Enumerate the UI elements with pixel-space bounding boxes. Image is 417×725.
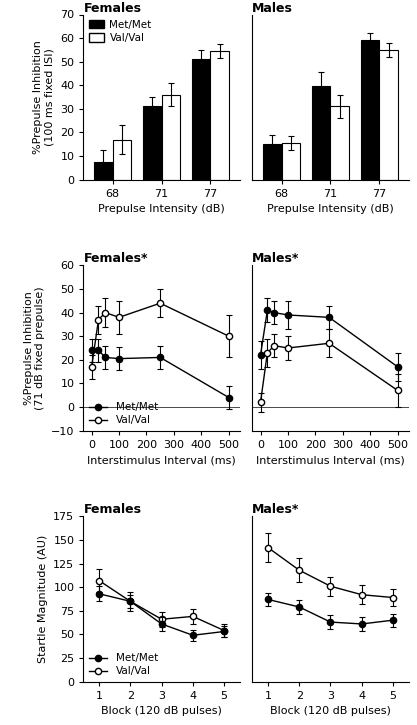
Bar <box>312 86 330 180</box>
X-axis label: Block (120 dB pulses): Block (120 dB pulses) <box>101 706 222 716</box>
Bar <box>330 107 349 180</box>
X-axis label: Interstimulus Interval (ms): Interstimulus Interval (ms) <box>87 455 236 465</box>
Y-axis label: %Prepulse Inhibition
(100 ms fixed ISI): %Prepulse Inhibition (100 ms fixed ISI) <box>33 40 55 154</box>
Bar <box>113 139 131 180</box>
Bar <box>192 59 211 180</box>
X-axis label: Interstimulus Interval (ms): Interstimulus Interval (ms) <box>256 455 405 465</box>
Bar <box>361 41 379 180</box>
Y-axis label: %Prepulse Inhibition
(71 dB fixed prepulse): %Prepulse Inhibition (71 dB fixed prepul… <box>24 286 45 410</box>
Legend: Met/Met, Val/Val: Met/Met, Val/Val <box>88 20 152 43</box>
Legend: Met/Met, Val/Val: Met/Met, Val/Val <box>88 653 158 676</box>
Text: Females: Females <box>83 503 141 516</box>
Bar <box>161 95 180 180</box>
Text: Females*: Females* <box>83 252 148 265</box>
Y-axis label: Startle Magnitude (AU): Startle Magnitude (AU) <box>38 535 48 663</box>
Bar <box>379 50 398 180</box>
Bar <box>94 162 113 180</box>
Text: Males*: Males* <box>252 252 300 265</box>
Text: Males: Males <box>252 1 293 14</box>
Legend: Met/Met, Val/Val: Met/Met, Val/Val <box>88 402 158 426</box>
Text: Males*: Males* <box>252 503 300 516</box>
Bar <box>211 51 229 180</box>
Bar <box>143 107 161 180</box>
X-axis label: Prepulse Intensity (dB): Prepulse Intensity (dB) <box>98 204 225 214</box>
X-axis label: Block (120 dB pulses): Block (120 dB pulses) <box>270 706 391 716</box>
Bar <box>281 143 300 180</box>
X-axis label: Prepulse Intensity (dB): Prepulse Intensity (dB) <box>267 204 394 214</box>
Text: Females: Females <box>83 1 141 14</box>
Bar <box>263 144 281 180</box>
